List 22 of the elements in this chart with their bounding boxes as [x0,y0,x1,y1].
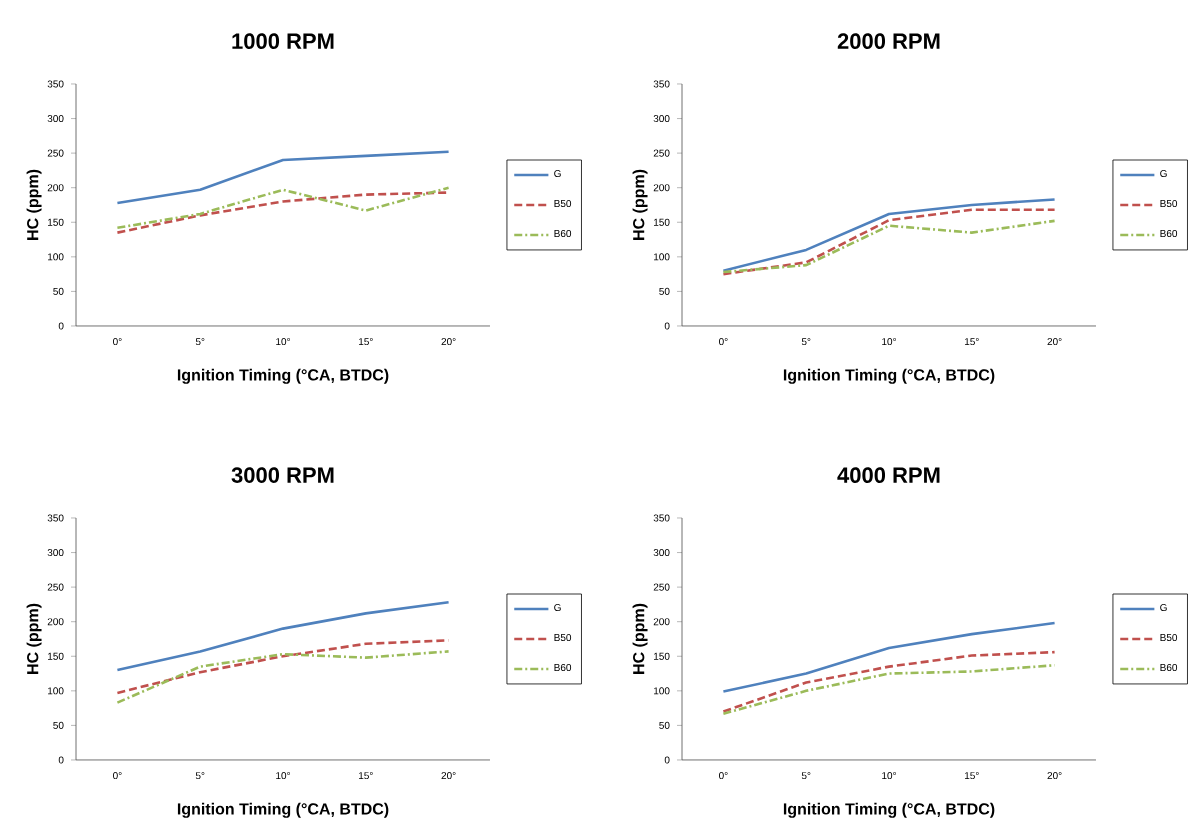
y-axis-title: HC (ppm) [632,169,648,240]
x-axis-title: Ignition Timing (°CA, BTDC) [177,802,389,818]
chart-title: 3000 RPM [231,467,334,483]
line-series [116,601,450,672]
line-series [722,650,1056,713]
line-series [722,198,1056,272]
y-axis-title: HC (ppm) [632,603,648,674]
chart-title: 2000 RPM [837,33,940,49]
x-axis-title: Ignition Timing (°CA, BTDC) [783,802,995,818]
x-axis-title: Ignition Timing (°CA, BTDC) [177,368,389,384]
y-axis-title: HC (ppm) [26,169,42,240]
line-series [722,219,1056,274]
line-series [722,621,1056,693]
chart-title: 1000 RPM [232,33,334,49]
y-axis-title: HC (ppm) [26,603,42,674]
line-series [116,650,450,704]
line-series [722,663,1056,715]
x-axis-title: Ignition Timing (°CA, BTDC) [783,368,995,384]
line-series [116,639,450,695]
line-series [722,208,1056,276]
chart-title: 4000 RPM [837,467,940,483]
line-series [116,150,450,205]
